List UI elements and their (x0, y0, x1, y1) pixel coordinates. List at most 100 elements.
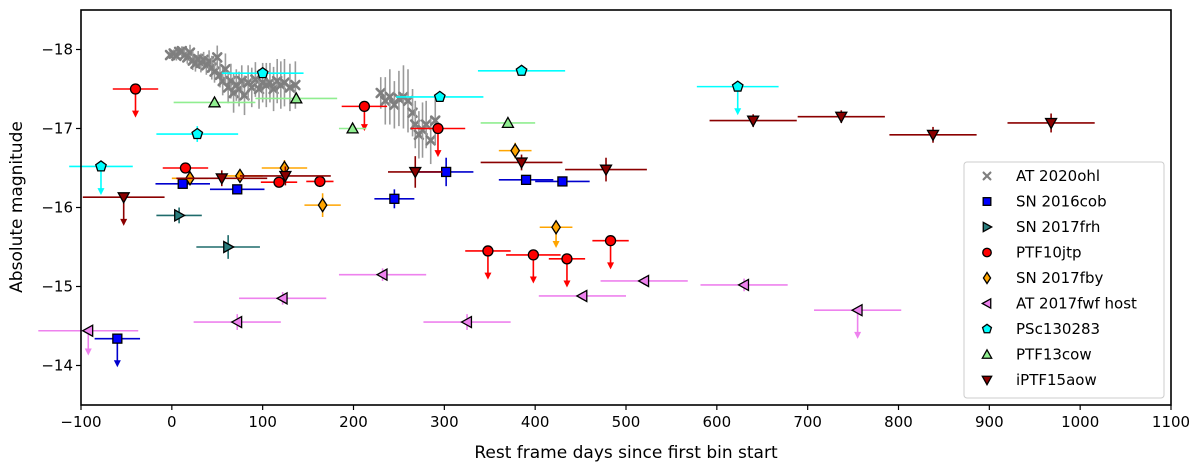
upper-limit-arrowhead (132, 110, 139, 118)
upper-limit-arrowhead (120, 218, 128, 226)
legend-marker (981, 323, 993, 334)
data-point (230, 315, 243, 329)
data-point (253, 83, 265, 95)
legend-frame (963, 161, 1165, 399)
upper-limit-arrowhead (484, 272, 492, 280)
data-point (604, 235, 617, 247)
data-point (345, 121, 360, 134)
x-tick-label: 0 (167, 413, 177, 431)
data-point (926, 129, 940, 142)
upper-limit-arrowhead (113, 360, 121, 368)
data-point (375, 87, 387, 99)
data-point (284, 82, 296, 93)
legend-label: iPTF15aow (1016, 371, 1097, 389)
legend-label: AT 2020ohl (1016, 167, 1100, 185)
legend-marker (982, 271, 992, 285)
x-tick-label: −100 (60, 413, 101, 431)
data-point (746, 115, 760, 128)
y-tick-label: −16 (41, 199, 73, 217)
data-point (317, 197, 328, 213)
data-point (389, 193, 400, 204)
x-tick-label: 200 (339, 413, 368, 431)
data-point (514, 157, 529, 170)
legend-marker (981, 348, 993, 359)
x-tick-label: 1000 (1061, 413, 1099, 431)
data-point (112, 333, 123, 344)
data-point (256, 66, 269, 79)
legend-entry-iptf15aow: iPTF15aow (981, 371, 1097, 389)
legend: AT 2020ohl SN 2016cob SN 2017frh PTF10jtp SN… (963, 161, 1165, 399)
data-point (731, 80, 744, 92)
series-iptf15aow (82, 110, 1095, 226)
data-point (211, 52, 223, 63)
x-axis: −100 0 100 200 300 400 500 600 700 800 900 1000 1100 (60, 405, 1190, 431)
x-tick-label: 400 (521, 413, 550, 431)
x-tick-label: 100 (248, 413, 277, 431)
legend-entry-psc130283: PSc130283 (981, 320, 1100, 338)
data-point (460, 315, 473, 329)
legend-entry-ptf13cow: PTF13cow (981, 346, 1092, 364)
data-point (207, 95, 222, 108)
data-point (737, 278, 750, 292)
data-point (1044, 117, 1058, 130)
legend-entry-sn-2017fby: SN 2017fby (982, 269, 1103, 287)
upper-limit-arrowhead (434, 150, 442, 158)
data-point (510, 142, 521, 159)
series-psc130283 (69, 64, 779, 196)
data-point (551, 219, 562, 235)
data-point (599, 164, 613, 177)
data-point (425, 135, 437, 146)
x-tick-label: 1100 (1152, 413, 1190, 431)
data-point (637, 274, 650, 288)
upper-limit-arrowhead (360, 124, 368, 132)
x-tick-label: 800 (884, 413, 913, 431)
series-ptf13cow (173, 91, 536, 134)
data-point (527, 249, 539, 261)
upper-limit-arrowhead (529, 276, 537, 284)
series-at-2017fwf-host (38, 268, 902, 356)
upper-limit-arrowhead (563, 280, 571, 288)
y-tick-label: −14 (41, 357, 73, 375)
data-point (177, 178, 188, 189)
legend-marker (980, 297, 992, 310)
data-point (557, 176, 568, 187)
data-point (223, 240, 235, 254)
data-point (117, 192, 131, 205)
x-tick-label: 600 (703, 413, 732, 431)
data-point (482, 245, 494, 257)
data-point (179, 162, 192, 174)
y-tick-label: −17 (41, 120, 73, 138)
data-point (520, 174, 532, 186)
data-point (268, 83, 279, 95)
legend-label: SN 2017fby (1016, 269, 1103, 287)
data-point (384, 91, 396, 103)
upper-limit-arrowhead (97, 188, 105, 196)
y-axis: −18 −17 −16 −15 −14 (41, 41, 81, 375)
x-tick-label: 500 (612, 413, 641, 431)
legend-label: SN 2016cob (1016, 193, 1107, 211)
legend-marker (982, 197, 992, 206)
x-tick-label: 300 (430, 413, 459, 431)
x-axis-label: Rest frame days since first bin start (474, 443, 778, 463)
y-tick-label: −18 (41, 41, 73, 59)
data-point (174, 208, 186, 223)
x-tick-label: 700 (793, 413, 822, 431)
data-point (215, 173, 229, 186)
legend-marker (982, 171, 992, 181)
legend-entry-at-2017fwf-host: AT 2017fwf host (980, 295, 1137, 313)
data-point (501, 116, 515, 129)
data-point (417, 124, 428, 136)
data-point (432, 122, 444, 135)
legend-label: PTF10jtp (1016, 244, 1082, 262)
data-point (314, 175, 326, 188)
legend-entry-at-2020ohl: AT 2020ohl (982, 167, 1100, 185)
upper-limit-arrowhead (552, 241, 560, 248)
upper-limit-arrowhead (84, 348, 92, 356)
legend-marker (981, 375, 993, 387)
data-point (408, 166, 422, 179)
data-point (575, 289, 588, 303)
data-point (191, 127, 204, 140)
data-point (250, 74, 261, 85)
data-point (81, 324, 94, 338)
